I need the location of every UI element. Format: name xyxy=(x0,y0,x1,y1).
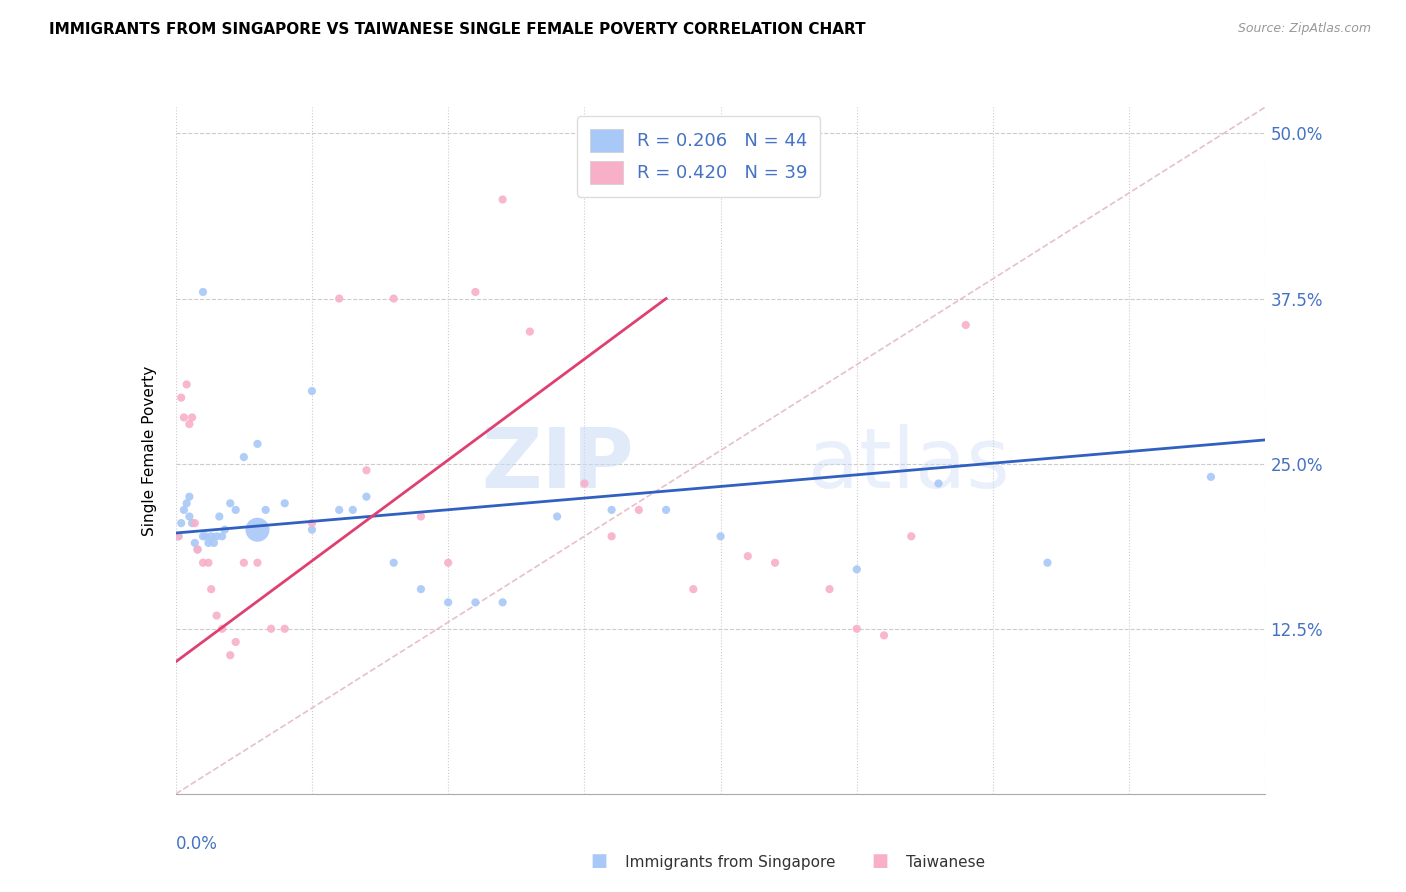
Text: ■: ■ xyxy=(872,852,889,870)
Point xyxy=(179,509,201,524)
Point xyxy=(492,595,515,609)
Point xyxy=(167,529,190,543)
Point xyxy=(382,556,405,570)
Point xyxy=(356,463,378,477)
Point xyxy=(211,529,233,543)
Text: Source: ZipAtlas.com: Source: ZipAtlas.com xyxy=(1237,22,1371,36)
Point xyxy=(186,542,209,557)
Point xyxy=(225,503,247,517)
Point xyxy=(181,410,204,425)
Point xyxy=(186,542,209,557)
Point xyxy=(600,503,623,517)
Point xyxy=(818,582,841,596)
Text: Immigrants from Singapore: Immigrants from Singapore xyxy=(591,855,835,870)
Point xyxy=(205,608,228,623)
Point xyxy=(710,529,733,543)
Point xyxy=(437,556,460,570)
Point xyxy=(260,622,283,636)
Point xyxy=(246,437,269,451)
Point xyxy=(464,595,486,609)
Point xyxy=(176,496,198,510)
Point xyxy=(197,536,219,550)
Y-axis label: Single Female Poverty: Single Female Poverty xyxy=(142,366,157,535)
Point xyxy=(328,503,350,517)
Point xyxy=(682,582,704,596)
Legend: R = 0.206   N = 44, R = 0.420   N = 39: R = 0.206 N = 44, R = 0.420 N = 39 xyxy=(578,116,820,197)
Text: ■: ■ xyxy=(591,852,607,870)
Point xyxy=(173,410,195,425)
Point xyxy=(200,582,222,596)
Point xyxy=(655,503,678,517)
Point xyxy=(900,529,922,543)
Point xyxy=(194,529,217,543)
Point xyxy=(274,622,297,636)
Point xyxy=(763,556,786,570)
Point xyxy=(176,377,198,392)
Point xyxy=(246,556,269,570)
Point xyxy=(409,509,432,524)
Point xyxy=(191,285,214,299)
Point xyxy=(179,417,201,431)
Point xyxy=(184,536,207,550)
Point xyxy=(492,193,515,207)
Point xyxy=(219,648,242,663)
Point xyxy=(214,523,236,537)
Text: Taiwanese: Taiwanese xyxy=(872,855,984,870)
Point xyxy=(167,529,190,543)
Point xyxy=(197,556,219,570)
Point xyxy=(181,516,204,530)
Point xyxy=(211,622,233,636)
Point xyxy=(342,503,364,517)
Point xyxy=(179,490,201,504)
Text: ZIP: ZIP xyxy=(481,424,633,505)
Point xyxy=(232,450,254,464)
Point xyxy=(1199,470,1222,484)
Point xyxy=(464,285,486,299)
Point xyxy=(845,622,868,636)
Point xyxy=(955,318,977,332)
Point xyxy=(184,516,207,530)
Point xyxy=(627,503,650,517)
Point xyxy=(173,503,195,517)
Point xyxy=(170,516,193,530)
Point xyxy=(437,595,460,609)
Point xyxy=(301,516,323,530)
Point xyxy=(845,562,868,576)
Point xyxy=(246,523,269,537)
Point xyxy=(208,509,231,524)
Point xyxy=(301,523,323,537)
Point xyxy=(519,325,541,339)
Point xyxy=(928,476,950,491)
Point xyxy=(205,529,228,543)
Point xyxy=(873,628,896,642)
Point xyxy=(356,490,378,504)
Point xyxy=(254,503,277,517)
Point xyxy=(232,556,254,570)
Point xyxy=(170,391,193,405)
Point xyxy=(328,292,350,306)
Point xyxy=(191,556,214,570)
Point xyxy=(382,292,405,306)
Text: 0.0%: 0.0% xyxy=(176,835,218,853)
Text: IMMIGRANTS FROM SINGAPORE VS TAIWANESE SINGLE FEMALE POVERTY CORRELATION CHART: IMMIGRANTS FROM SINGAPORE VS TAIWANESE S… xyxy=(49,22,866,37)
Point xyxy=(546,509,568,524)
Point xyxy=(1036,556,1059,570)
Point xyxy=(225,635,247,649)
Point xyxy=(409,582,432,596)
Point xyxy=(737,549,759,563)
Point xyxy=(600,529,623,543)
Point xyxy=(200,529,222,543)
Text: atlas: atlas xyxy=(807,424,1010,505)
Point xyxy=(574,476,596,491)
Point xyxy=(219,496,242,510)
Point xyxy=(274,496,297,510)
Point xyxy=(301,384,323,398)
Point xyxy=(202,536,225,550)
Point xyxy=(191,529,214,543)
